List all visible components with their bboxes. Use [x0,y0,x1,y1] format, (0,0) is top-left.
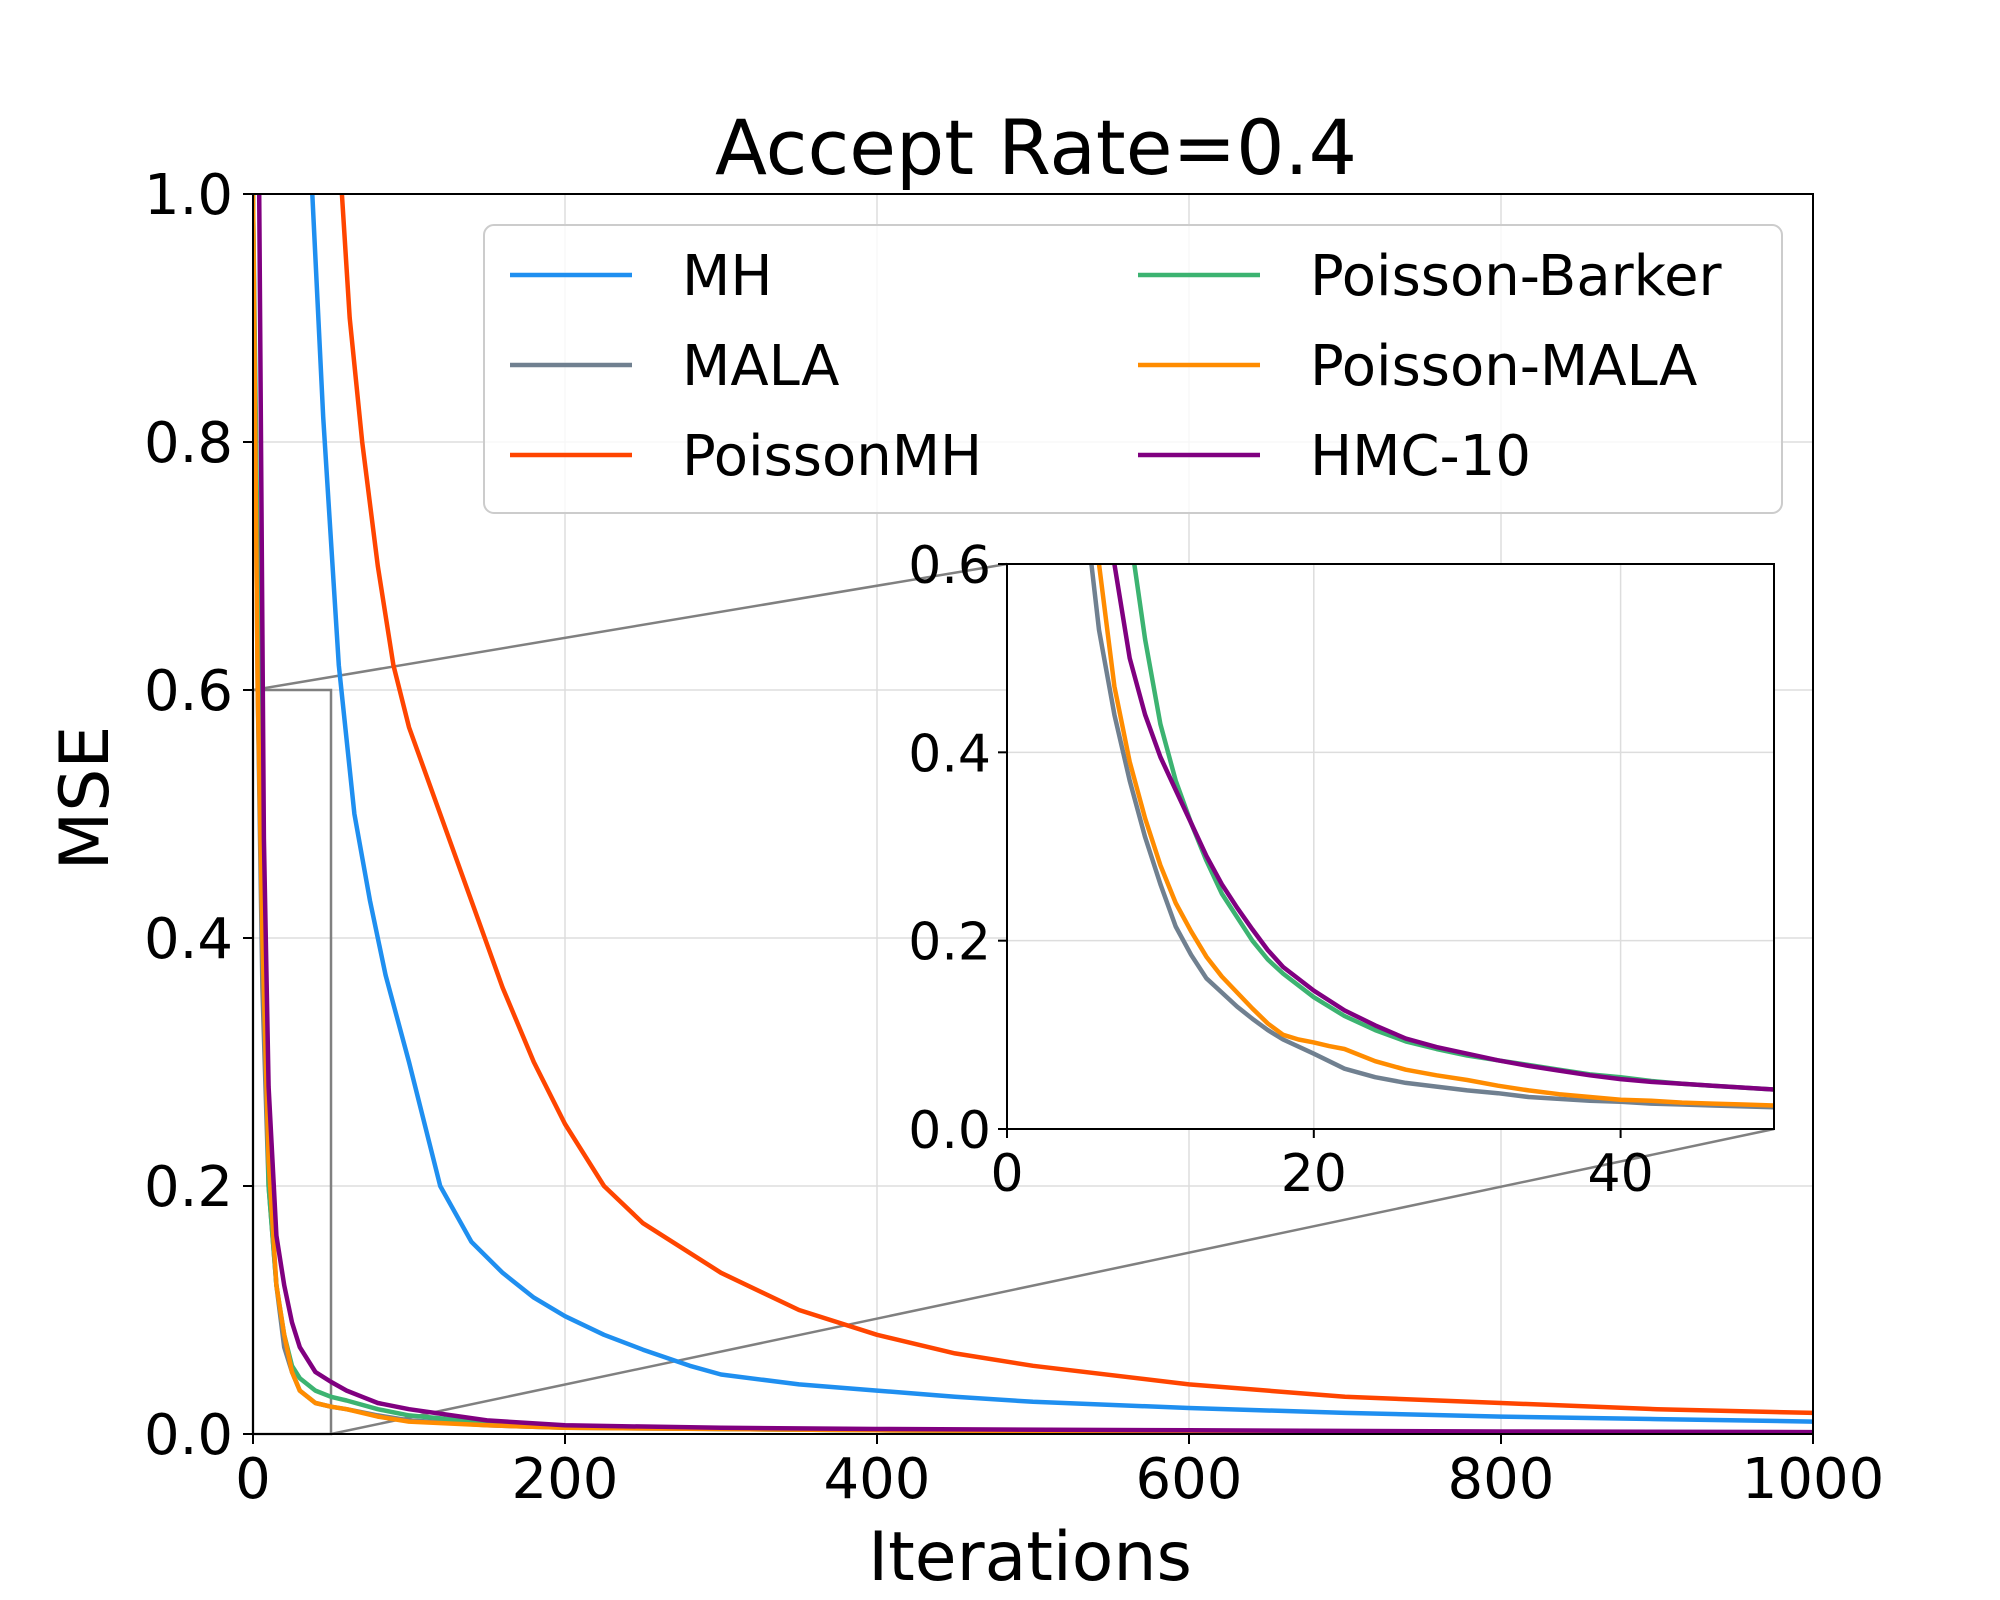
series-line-hmc-10 [256,194,1813,1434]
x-axis-title: Iterations [868,1518,1192,1597]
y-tick-label: 0.8 [144,411,233,476]
legend-item-mh: MH [510,244,772,309]
inset-axes-frame [1006,563,1775,1130]
zoom-connector-bottom [330,1127,1775,1436]
x-tick-label: 800 [1448,1447,1555,1512]
inset-series-line-poisson-mala [1096,564,1774,1108]
y-tick-label: 0.2 [144,1155,233,1220]
inset-background [1007,564,1774,1129]
x-tick-label: 1000 [1742,1447,1885,1512]
legend-item-poisson-mala: Poisson-MALA [1138,334,1697,399]
zoom-connector-top [252,562,1008,692]
inset-y-tick-label: 0.2 [908,913,991,973]
y-tick-label: 1.0 [144,163,233,228]
inset-x-tick-label: 40 [1588,1144,1654,1204]
x-tick-label: 600 [1136,1447,1243,1512]
x-tick-label: 200 [512,1447,619,1512]
y-tick-label: 0.6 [144,659,233,724]
legend-label-poisson-mala: Poisson-MALA [1310,334,1697,399]
chart-title: Accept Rate=0.4 [715,103,1357,192]
legend-item-poisson-barker: Poisson-Barker [1138,244,1723,309]
inset-plot-frame [1006,563,1775,1130]
main-plot-frame [252,193,1814,1435]
legend-label-poissonmh: PoissonMH [682,424,982,489]
x-tick-label: 0 [235,1447,271,1512]
legend-box [483,224,1783,514]
inset-series-line-hmc-10 [1112,564,1774,1092]
y-axis-title: MSE [46,726,125,871]
inset-tick-labels: 0 20 40 0.0 0.2 0.4 0.6 [908,536,1653,1204]
inset-zoom-chart: 0 20 40 0.0 0.2 0.4 0.6 [908,536,1775,1204]
main-axes-frame [252,193,1814,1435]
legend-label-mala: MALA [682,334,839,399]
y-tick-label: 0.4 [144,907,233,972]
inset-y-tick-label: 0.6 [908,536,991,596]
legend-label-hmc-10: HMC-10 [1310,424,1531,489]
inset-y-tick-label: 0.0 [908,1101,991,1161]
inset-y-tick-label: 0.4 [908,724,991,784]
legend-item-hmc-10: HMC-10 [1138,424,1531,489]
main-series-lines [253,194,1813,1434]
inset-x-tick-label: 0 [990,1144,1023,1204]
series-line-poissonmh [339,194,1813,1416]
y-tick-label: 0.0 [144,1403,233,1468]
legend-label-mh: MH [682,244,772,309]
inset-x-tick-label: 20 [1281,1144,1347,1204]
legend-item-mala: MALA [510,334,839,399]
series-line-mh [310,194,1813,1424]
legend-item-poissonmh: PoissonMH [510,424,982,489]
x-tick-label: 400 [824,1447,931,1512]
inset-series-lines [1089,564,1774,1110]
legend-label-poisson-barker: Poisson-Barker [1310,244,1723,309]
legend: MH MALA PoissonMH Poisson-Barker Poisson-MAL… [483,224,1783,514]
